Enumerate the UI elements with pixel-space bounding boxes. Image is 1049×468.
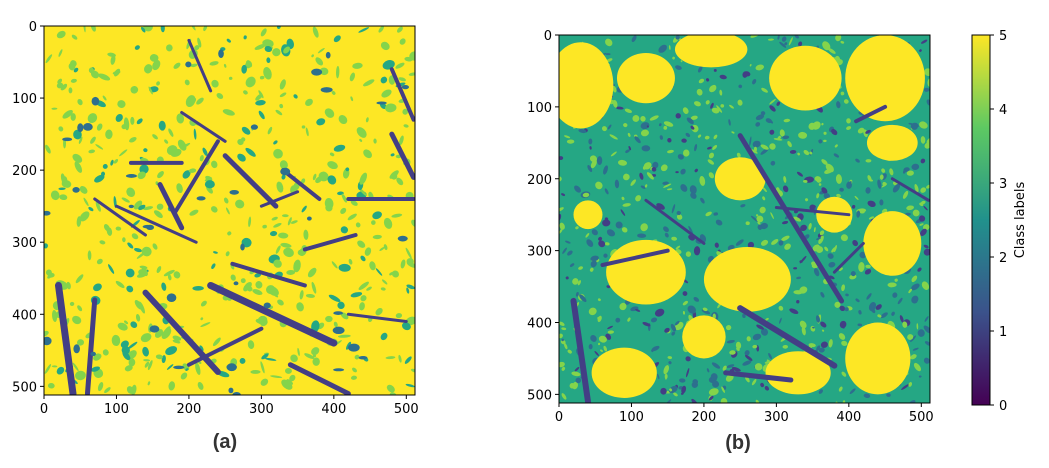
- y-tick-label: 100: [12, 92, 37, 107]
- plot-frame: [558, 34, 931, 404]
- y-tick-label: 300: [12, 236, 37, 251]
- y-tick-label: 500: [527, 388, 552, 403]
- colorbar-label: Class labels: [1013, 182, 1028, 259]
- x-tick-label: 500: [909, 410, 934, 425]
- y-tick-label: 200: [527, 173, 552, 188]
- x-tick-label: 100: [104, 402, 129, 417]
- x-tick-label: 0: [555, 410, 563, 425]
- colorbar: 0 1 2 3 4 5 Class labels: [971, 29, 1028, 414]
- colorbar-tick-label: 2: [999, 251, 1007, 266]
- y-tick-label: 100: [527, 101, 552, 116]
- x-tick-label: 100: [619, 410, 644, 425]
- y-tick-label: 300: [527, 245, 552, 260]
- x-tick-label: 200: [177, 402, 202, 417]
- y-tick-label: 400: [12, 308, 37, 323]
- colorbar-gradient: [971, 34, 991, 406]
- colorbar-tick-label: 3: [999, 177, 1007, 192]
- x-tick-label: 200: [692, 410, 717, 425]
- colorbar-tick-label: 1: [999, 325, 1007, 340]
- segmentation-image: [44, 26, 415, 395]
- y-tick-label: 400: [527, 317, 552, 332]
- x-tick-label: 300: [764, 410, 789, 425]
- plot-frame: [43, 25, 416, 396]
- y-tick-label: 200: [12, 164, 37, 179]
- y-tick-label: 0: [544, 29, 552, 44]
- x-tick-label: 400: [836, 410, 861, 425]
- y-tick-label: 500: [12, 380, 37, 395]
- colorbar-tick-label: 0: [999, 399, 1007, 414]
- y-tick-label: 0: [29, 20, 37, 35]
- x-tick-label: 500: [394, 402, 419, 417]
- x-tick-label: 400: [321, 402, 346, 417]
- panel-label: (b): [725, 432, 751, 454]
- colorbar-tick-label: 5: [999, 29, 1007, 44]
- x-tick-label: 0: [40, 402, 48, 417]
- x-tick-label: 300: [249, 402, 274, 417]
- segmentation-image: [559, 35, 930, 403]
- colorbar-tick-label: 4: [999, 103, 1007, 118]
- panel-label: (a): [213, 431, 237, 453]
